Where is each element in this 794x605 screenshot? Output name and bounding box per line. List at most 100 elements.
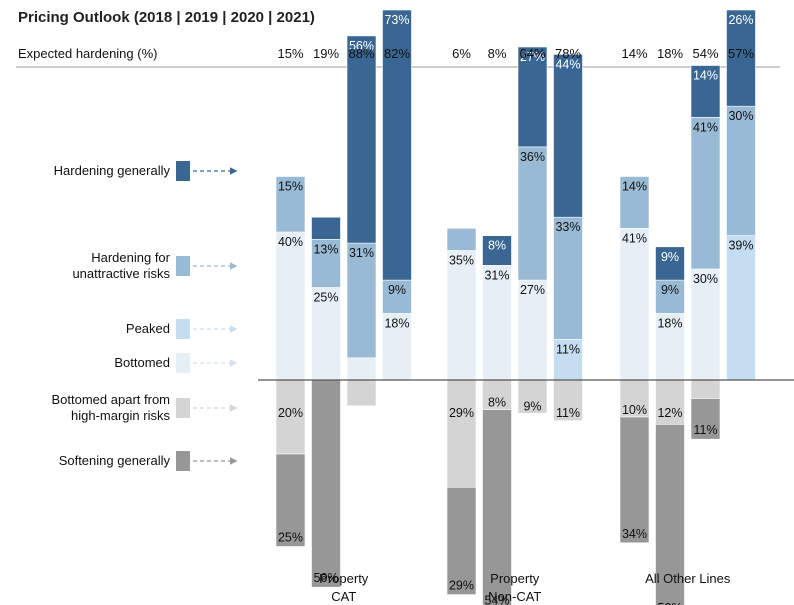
data-label-property-cat-2020-hardening-unattractive: 31% xyxy=(349,246,374,260)
legend-label-bottomed-apart-line1: Bottomed apart from xyxy=(52,392,171,407)
expected-hardening-property-cat-2018: 15% xyxy=(277,46,303,61)
data-label-property-cat-2019-bottomed: 25% xyxy=(313,291,338,305)
segment-property-non-cat-2021-hardening-generally xyxy=(553,54,583,218)
segment-property-cat-2019-hardening-unattractive xyxy=(311,239,341,288)
segment-property-non-cat-2019-hardening-generally xyxy=(482,235,512,266)
segment-all-other-lines-2018-bottomed-apart xyxy=(619,379,650,418)
segment-property-non-cat-2020-bottomed xyxy=(517,279,548,381)
category-label-property-cat-line2: CAT xyxy=(331,589,356,604)
data-label-property-non-cat-2018-softening-generally: 29% xyxy=(449,579,474,593)
data-label-property-cat-2018-bottomed-apart: 20% xyxy=(278,406,303,420)
segment-property-cat-2021-hardening-generally xyxy=(382,9,412,281)
segment-all-other-lines-2019-bottomed-apart xyxy=(655,379,685,425)
segment-all-other-lines-2020-hardening-generally xyxy=(690,65,721,118)
segment-property-non-cat-2020-hardening-generally xyxy=(517,46,548,148)
segment-property-non-cat-2020-bottomed-apart xyxy=(517,379,548,414)
bar-property-non-cat-2019: 31% 8% 8% 54% xyxy=(482,235,512,605)
segment-property-non-cat-2021-peaked xyxy=(553,338,583,381)
data-label-all-other-lines-2021-hardening-generally: 26% xyxy=(728,13,753,27)
bar-property-cat-2018: 40% 15% 20% 25% xyxy=(275,176,306,547)
segment-all-other-lines-2019-hardening-unattractive xyxy=(655,279,685,314)
data-label-all-other-lines-2019-bottomed: 18% xyxy=(657,316,682,330)
data-label-all-other-lines-2018-bottomed-apart: 10% xyxy=(622,403,647,417)
bar-property-cat-2021: 18% 9% 73% xyxy=(382,9,412,381)
expected-hardening-property-non-cat-2020: 64% xyxy=(519,46,545,61)
legend-swatch-softening-generally xyxy=(176,451,190,471)
data-label-property-cat-2019-softening-generally: 56% xyxy=(313,571,338,585)
bar-all-other-lines-2019: 18% 9% 9% 12% 52% xyxy=(655,246,685,605)
segment-all-other-lines-2020-softening-generally xyxy=(690,398,721,440)
data-label-property-cat-2021-bottomed: 18% xyxy=(384,316,409,330)
data-label-property-non-cat-2020-bottomed-apart: 9% xyxy=(523,399,541,413)
segment-all-other-lines-2019-hardening-generally xyxy=(655,246,685,281)
segment-property-non-cat-2019-softening-generally xyxy=(482,409,512,605)
data-label-all-other-lines-2021-peaked: 39% xyxy=(728,239,753,253)
expected-hardening-property-cat-2019: 19% xyxy=(313,46,339,61)
data-label-all-other-lines-2019-softening-generally: 52% xyxy=(657,601,682,605)
data-label-all-other-lines-2019-bottomed-apart: 12% xyxy=(657,406,682,420)
data-label-property-non-cat-2019-bottomed-apart: 8% xyxy=(488,396,506,410)
data-label-property-cat-2020-hardening-generally: 56% xyxy=(349,39,374,53)
data-label-all-other-lines-2019-hardening-unattractive: 9% xyxy=(661,283,679,297)
category-label-all-other-lines-line1: All Other Lines xyxy=(645,571,731,586)
data-label-property-non-cat-2021-hardening-unattractive: 33% xyxy=(555,220,580,234)
segment-property-non-cat-2021-hardening-unattractive xyxy=(553,216,583,340)
segment-property-non-cat-2018-softening-generally xyxy=(446,486,477,595)
segment-property-non-cat-2018-bottomed xyxy=(446,250,477,381)
segment-property-cat-2020-bottomed xyxy=(346,357,377,381)
data-label-property-non-cat-2020-bottomed: 27% xyxy=(520,283,545,297)
segment-all-other-lines-2018-softening-generally xyxy=(619,416,650,544)
segment-property-cat-2019-hardening-generally xyxy=(311,216,341,240)
expected-hardening-all-other-lines-2018: 14% xyxy=(621,46,647,61)
expected-hardening-property-non-cat-2019: 8% xyxy=(488,46,507,61)
segment-property-cat-2019-bottomed xyxy=(311,287,341,381)
data-label-property-non-cat-2019-softening-generally: 54% xyxy=(484,593,509,605)
data-label-property-cat-2018-bottomed: 40% xyxy=(278,235,303,249)
bar-property-non-cat-2021: 11% 33% 44% 11% xyxy=(553,54,583,422)
bar-all-other-lines-2018: 41% 14% 10% 34% xyxy=(619,176,650,544)
legend-swatch-bottomed-apart xyxy=(176,398,190,418)
legend-label-hardening-unattractive-line1: Hardening for xyxy=(91,250,170,265)
data-label-property-non-cat-2018-bottomed: 35% xyxy=(449,254,474,268)
segment-property-cat-2020-hardening-unattractive xyxy=(346,242,377,359)
segment-property-cat-2018-hardening-unattractive xyxy=(275,176,306,233)
data-label-all-other-lines-2019-hardening-generally: 9% xyxy=(661,250,679,264)
data-label-property-non-cat-2019-hardening-generally: 8% xyxy=(488,239,506,253)
segment-property-cat-2019-softening-generally xyxy=(311,379,341,588)
segment-property-cat-2018-bottomed-apart xyxy=(275,379,306,455)
bar-property-cat-2020: 31% 56% xyxy=(346,35,377,407)
expected-hardening-property-cat-2021: 82% xyxy=(384,46,410,61)
bar-property-non-cat-2020: 27% 36% 27% 9% xyxy=(517,46,548,414)
expected-hardening-all-other-lines-2020: 54% xyxy=(692,46,718,61)
data-label-property-cat-2018-hardening-unattractive: 15% xyxy=(278,180,303,194)
category-label-property-cat-line1: Property xyxy=(319,571,369,586)
data-label-property-cat-2021-hardening-generally: 73% xyxy=(384,13,409,27)
segment-all-other-lines-2020-bottomed xyxy=(690,268,721,381)
expected-hardening-values: 15% 19% 88% 82% 6% 8% 64% 78% 14% 18% 54% 57% xyxy=(277,46,754,61)
legend-swatch-peaked xyxy=(176,319,190,339)
segment-all-other-lines-2019-softening-generally xyxy=(655,424,685,605)
bar-all-other-lines-2020: 30% 41% 14% 11% xyxy=(690,65,721,440)
data-label-property-non-cat-2021-bottomed-apart: 11% xyxy=(556,406,580,420)
segment-property-cat-2020-bottomed-apart xyxy=(346,379,377,407)
segment-property-non-cat-2021-bottomed-apart xyxy=(553,379,583,422)
bar-property-cat-2019: 25% 13% 56% xyxy=(311,216,341,588)
segment-all-other-lines-2018-bottomed xyxy=(619,228,650,381)
data-label-property-cat-2019-hardening-unattractive: 13% xyxy=(313,242,338,256)
segment-all-other-lines-2021-hardening-generally xyxy=(726,9,756,107)
legend: Hardening generally Hardening forunattrac… xyxy=(52,161,238,471)
segment-property-non-cat-2018-hardening-unattractive xyxy=(446,228,477,251)
legend-label-bottomed-apart-line2: high-margin risks xyxy=(71,408,170,423)
data-label-property-cat-2018-softening-generally: 25% xyxy=(278,531,303,545)
bar-property-non-cat-2018: 35% 29% 29% xyxy=(446,228,477,595)
category-labels: Property CAT Property Non-CAT All Other Line… xyxy=(319,571,731,604)
segment-all-other-lines-2020-bottomed-apart xyxy=(690,379,721,399)
expected-hardening-label: Expected hardening (%) xyxy=(18,46,157,61)
data-label-property-non-cat-2020-hardening-unattractive: 36% xyxy=(520,150,545,164)
data-label-all-other-lines-2020-softening-generally: 11% xyxy=(693,423,717,437)
expected-hardening-all-other-lines-2021: 57% xyxy=(728,46,754,61)
expected-hardening-property-non-cat-2018: 6% xyxy=(452,46,471,61)
bars: 40% 15% 20% 25% 25% 13% 56% 31% 56% 18% 9% 73% 35% 29… xyxy=(275,9,756,605)
segment-property-non-cat-2020-hardening-unattractive xyxy=(517,146,548,281)
